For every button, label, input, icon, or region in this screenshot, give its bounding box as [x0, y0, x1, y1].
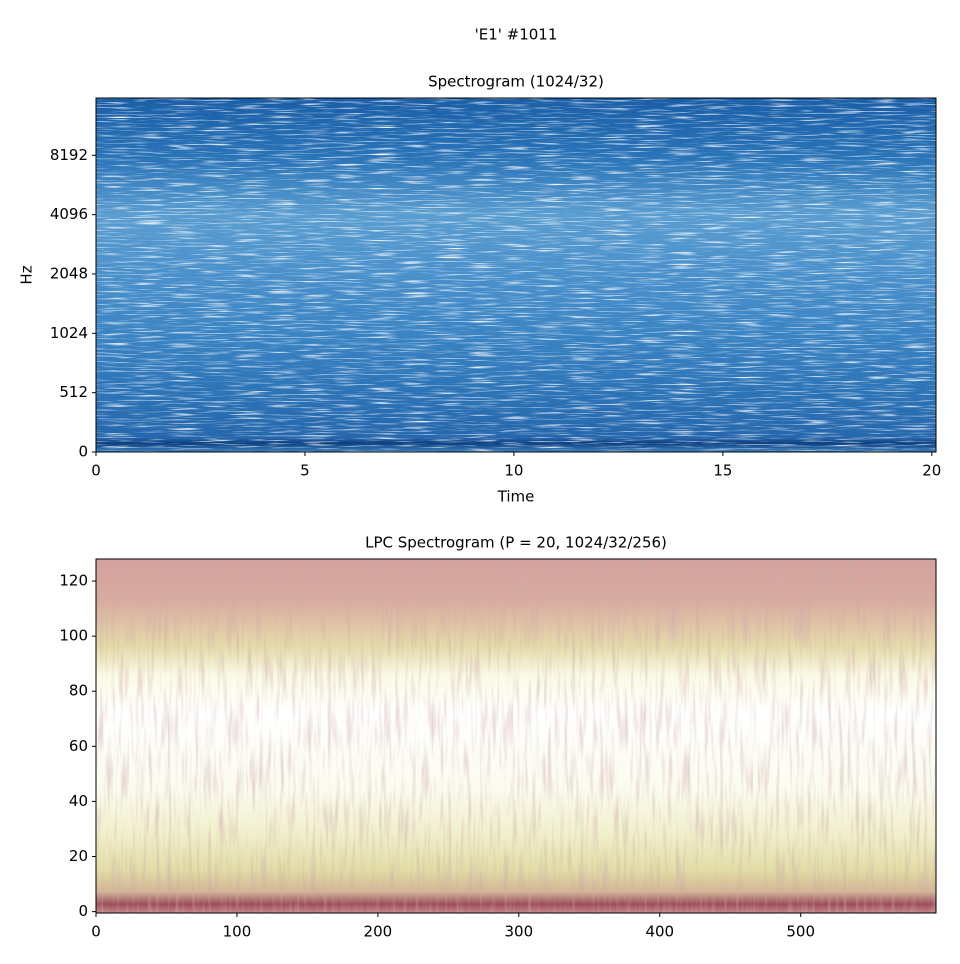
x-tick-label: 300 [504, 923, 533, 941]
x-tick-label: 500 [786, 923, 815, 941]
y-tick-label: 80 [69, 682, 88, 700]
axes-title: Spectrogram (1024/32) [428, 73, 604, 91]
y-tick-label: 100 [59, 627, 88, 645]
y-tick-label: 8192 [50, 146, 88, 164]
x-axis-label: Time [497, 488, 535, 506]
x-tick-label: 200 [364, 923, 393, 941]
x-tick-label: 5 [300, 462, 310, 480]
x-tick-label: 15 [713, 462, 732, 480]
axes-frame [95, 558, 937, 914]
y-tick-label: 60 [69, 737, 88, 755]
suptitle: 'E1' #1011 [475, 26, 558, 44]
x-tick-label: 10 [504, 462, 523, 480]
spectrogram-texture [96, 98, 936, 452]
y-tick-label: 2048 [50, 264, 88, 282]
y-axis-label: Hz [18, 265, 36, 284]
y-tick-label: 120 [59, 572, 88, 590]
y-tick-label: 1024 [50, 324, 88, 342]
x-tick-label: 400 [645, 923, 674, 941]
axes-title: LPC Spectrogram (P = 20, 1024/32/256) [365, 534, 667, 552]
y-tick-label: 512 [59, 383, 88, 401]
y-tick-label: 0 [78, 902, 88, 920]
y-tick-label: 40 [69, 792, 88, 810]
spectrogram-texture [96, 559, 936, 913]
x-tick-label: 0 [91, 462, 101, 480]
x-tick-label: 0 [91, 923, 101, 941]
x-tick-label: 20 [922, 462, 941, 480]
axes-frame [95, 97, 937, 453]
y-tick-label: 4096 [50, 205, 88, 223]
y-tick-label: 20 [69, 847, 88, 865]
x-tick-label: 100 [223, 923, 252, 941]
y-tick-label: 0 [78, 443, 88, 461]
